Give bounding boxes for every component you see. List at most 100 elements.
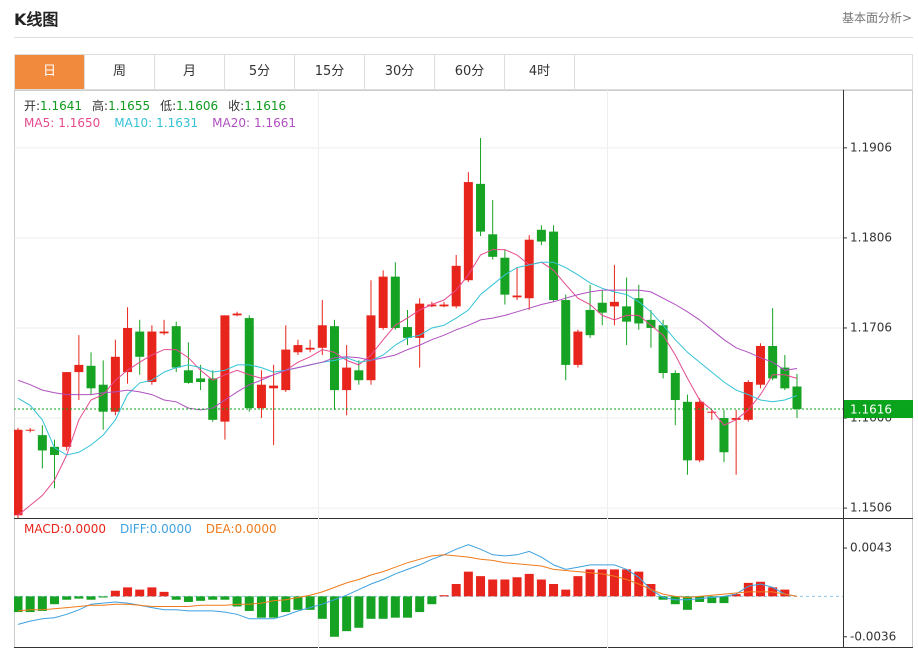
- candle-body: [476, 183, 486, 232]
- candle-body: [463, 182, 473, 281]
- candle-body: [123, 327, 133, 373]
- macd-bar: [135, 589, 145, 597]
- candle-body: [305, 347, 315, 350]
- candle-body: [366, 315, 376, 381]
- macd-bar: [609, 569, 619, 597]
- candle-body: [561, 300, 571, 365]
- candle-body: [232, 313, 242, 316]
- macd-bar: [244, 596, 254, 611]
- legend-name: MA5:: [24, 116, 55, 130]
- fundamental-link[interactable]: 基本面分析>: [841, 11, 912, 25]
- macd-bar: [14, 596, 23, 613]
- candle-body: [74, 364, 84, 373]
- candle-body: [512, 295, 522, 298]
- candle-body: [743, 382, 753, 420]
- macd-bar: [329, 596, 339, 637]
- candle-body: [403, 327, 412, 338]
- candle-body: [585, 309, 595, 336]
- macd-bar: [342, 596, 352, 632]
- candle-body: [342, 367, 352, 391]
- macd-bar: [256, 596, 266, 618]
- macd-bar: [183, 596, 193, 602]
- macd-bar: [62, 596, 72, 600]
- legend-name: MA10:: [114, 116, 153, 130]
- macd-bar: [695, 596, 705, 602]
- candle-body: [622, 306, 632, 322]
- candle-body: [573, 331, 583, 365]
- ohlc-value: 1.1641: [40, 99, 83, 113]
- macd-line: [17, 554, 798, 612]
- candle-body: [378, 276, 388, 328]
- macd-bar: [196, 596, 206, 601]
- legend-name: DIFF:: [120, 522, 150, 536]
- candle-body: [269, 385, 279, 389]
- macd-bar: [208, 596, 218, 600]
- tab[interactable]: 4时: [505, 55, 575, 89]
- macd-line: [17, 544, 798, 625]
- legend-name: MACD:: [24, 522, 65, 536]
- macd-bar: [74, 596, 84, 599]
- candle-body: [682, 401, 692, 461]
- candle-body: [147, 331, 157, 383]
- macd-bar: [390, 596, 400, 618]
- candle-body: [354, 370, 364, 381]
- candle-body: [536, 229, 546, 242]
- candle-body: [183, 370, 193, 383]
- macd-bar: [524, 573, 534, 597]
- candle-body: [293, 345, 303, 353]
- page-title: K线图: [14, 10, 59, 29]
- legend-value: 1.1650: [58, 116, 101, 130]
- plot: [14, 544, 843, 637]
- divider: [14, 37, 913, 38]
- candle-body: [135, 331, 145, 357]
- candle-body: [25, 429, 35, 431]
- macd-bar: [476, 576, 486, 597]
- candle-body: [98, 384, 108, 412]
- tab[interactable]: 周: [85, 55, 155, 89]
- tab[interactable]: 5分: [225, 55, 295, 89]
- candle-body: [390, 276, 400, 328]
- ma-line: [17, 249, 798, 516]
- candle-body: [159, 331, 169, 334]
- candle-body: [208, 378, 218, 420]
- ma-line: [17, 289, 798, 411]
- macd-bar: [719, 596, 729, 604]
- legend-value: 1.1631: [156, 116, 199, 130]
- candle-body: [792, 386, 802, 410]
- macd-bar: [159, 591, 169, 597]
- tab[interactable]: 月: [155, 55, 225, 89]
- macd-bar: [305, 596, 315, 610]
- candle-body: [634, 298, 644, 324]
- candle-body: [597, 302, 607, 313]
- legend-value: 0.0000: [149, 522, 192, 536]
- tab[interactable]: 60分: [435, 55, 505, 89]
- candle-body: [110, 356, 120, 412]
- macd-bar: [585, 569, 595, 597]
- candle-body: [37, 435, 47, 451]
- candle-body: [317, 325, 327, 348]
- candle-body: [14, 429, 23, 516]
- macd-bar: [463, 571, 473, 597]
- legend-value: 0.0000: [64, 522, 107, 536]
- candle-body: [646, 319, 656, 328]
- candle-body: [670, 372, 680, 401]
- candle-body: [196, 378, 206, 383]
- macd-bar: [86, 596, 96, 600]
- candle-body: [731, 418, 741, 420]
- ma-legend: MA5: 1.1650 MA10: 1.1631 MA20: 1.1661: [24, 116, 310, 130]
- macd-bar: [403, 596, 412, 618]
- macd-bar: [707, 596, 717, 604]
- tab[interactable]: 15分: [295, 55, 365, 89]
- tab[interactable]: 日: [15, 55, 85, 89]
- tab[interactable]: 30分: [365, 55, 435, 89]
- macd-bar: [451, 584, 461, 597]
- macd-bar: [439, 595, 449, 597]
- candle-body: [451, 265, 461, 307]
- macd-bar: [354, 596, 364, 628]
- macd-bar: [536, 579, 546, 597]
- macd-bar: [232, 596, 242, 607]
- legend-value: 0.0000: [234, 522, 277, 536]
- macd-bar: [780, 589, 790, 597]
